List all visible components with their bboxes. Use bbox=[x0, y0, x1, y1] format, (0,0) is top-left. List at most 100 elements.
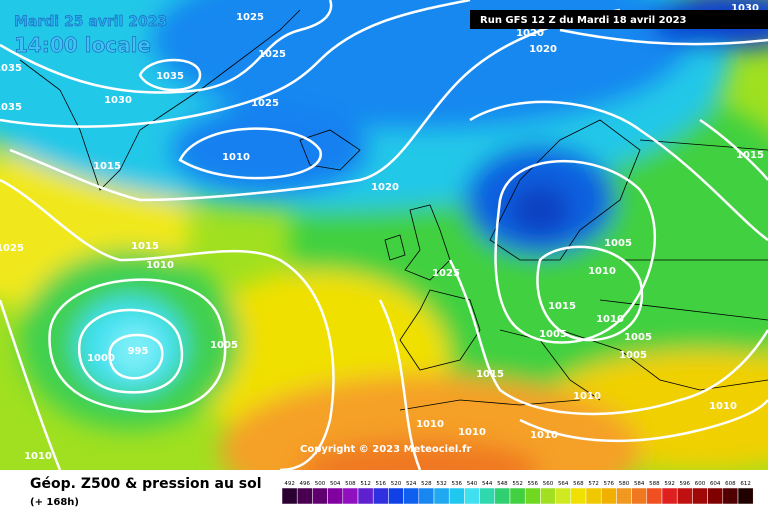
isobar-label: 1020 bbox=[529, 44, 557, 55]
scale-label: 592 bbox=[664, 481, 675, 487]
scale-swatch bbox=[631, 487, 648, 505]
scale-label: 584 bbox=[634, 481, 645, 487]
isobar-label: 1010 bbox=[24, 451, 52, 462]
isobar-label: 1020 bbox=[516, 28, 544, 39]
scale-label: 500 bbox=[315, 481, 326, 487]
scale-label: 596 bbox=[680, 481, 691, 487]
isobar-label: 1010 bbox=[222, 152, 250, 163]
scale-swatch bbox=[585, 487, 602, 505]
isobar-label: 1010 bbox=[709, 401, 737, 412]
scale-swatch bbox=[646, 487, 663, 505]
isobar-label: 1010 bbox=[588, 266, 616, 277]
scale-swatch bbox=[722, 487, 739, 505]
isobar-label: 995 bbox=[128, 346, 149, 357]
isobar-label: 1005 bbox=[210, 340, 238, 351]
isobar-label: 1015 bbox=[131, 241, 159, 252]
scale-swatch bbox=[661, 487, 678, 505]
scale-label: 568 bbox=[573, 481, 584, 487]
scale-swatch bbox=[555, 487, 572, 505]
scale-swatch bbox=[403, 487, 420, 505]
scale-label: 560 bbox=[543, 481, 554, 487]
scale-swatch bbox=[433, 487, 450, 505]
scale-label: 540 bbox=[467, 481, 478, 487]
scale-swatch bbox=[616, 487, 632, 505]
scale-swatch bbox=[388, 487, 404, 505]
scale-swatch bbox=[692, 487, 708, 505]
scale-swatch bbox=[372, 487, 389, 505]
scale-label: 524 bbox=[406, 481, 417, 487]
isobar-label: 1015 bbox=[736, 150, 764, 161]
isobar-label: 1025 bbox=[258, 49, 286, 60]
isobar-label: 1010 bbox=[596, 314, 624, 325]
scale-label: 608 bbox=[725, 481, 736, 487]
isobar-label: 1015 bbox=[548, 301, 576, 312]
isobar-label: 1005 bbox=[539, 329, 567, 340]
scale-swatch bbox=[494, 487, 511, 505]
scale-swatch bbox=[509, 487, 526, 505]
isobar-label: 1035 bbox=[0, 63, 22, 74]
scale-swatch bbox=[281, 487, 298, 505]
scale-swatch bbox=[737, 487, 754, 505]
scale-swatch bbox=[448, 487, 465, 505]
scale-swatch bbox=[418, 487, 435, 505]
scale-label: 572 bbox=[588, 481, 599, 487]
isobar-label: 1015 bbox=[93, 161, 121, 172]
isobar-label: 1010 bbox=[146, 260, 174, 271]
scale-swatch bbox=[707, 487, 724, 505]
scale-label: 556 bbox=[528, 481, 539, 487]
scale-swatch bbox=[357, 487, 374, 505]
copyright: Copyright © 2023 Meteociel.fr bbox=[300, 444, 471, 455]
isobar-label: 1020 bbox=[371, 182, 399, 193]
scale-label: 492 bbox=[284, 481, 295, 487]
scale-label: 528 bbox=[421, 481, 432, 487]
isobar-label: 1005 bbox=[604, 238, 632, 249]
scale-label: 512 bbox=[360, 481, 371, 487]
scale-swatch bbox=[540, 487, 556, 505]
lead-time: (+ 168h) bbox=[30, 497, 79, 508]
scale-label: 580 bbox=[619, 481, 630, 487]
scale-label: 532 bbox=[436, 481, 447, 487]
scale-label: 544 bbox=[482, 481, 493, 487]
isobar-label: 1010 bbox=[530, 430, 558, 441]
scale-swatch bbox=[600, 487, 617, 505]
isobar-label: 1025 bbox=[0, 243, 24, 254]
scale-swatch bbox=[342, 487, 359, 505]
isobars bbox=[0, 0, 768, 470]
isobar-label: 1005 bbox=[624, 332, 652, 343]
run-box bbox=[470, 10, 768, 29]
isobar-label: 1035 bbox=[0, 102, 22, 113]
forecast-date: Mardi 25 avril 2023 bbox=[14, 14, 167, 30]
isobar-label: 1010 bbox=[416, 419, 444, 430]
scale-label: 496 bbox=[300, 481, 311, 487]
scale-swatch bbox=[327, 487, 344, 505]
scale-label: 516 bbox=[376, 481, 387, 487]
scale-label: 536 bbox=[452, 481, 463, 487]
scale-swatch bbox=[296, 487, 313, 505]
scale-label: 564 bbox=[558, 481, 569, 487]
isobar-label: 1025 bbox=[251, 98, 279, 109]
isobar-label: 1030 bbox=[104, 95, 132, 106]
scale-label: 588 bbox=[649, 481, 660, 487]
scale-swatch bbox=[312, 487, 328, 505]
scale-swatch bbox=[479, 487, 496, 505]
scale-label: 504 bbox=[330, 481, 341, 487]
run-info: Run GFS 12 Z du Mardi 18 avril 2023 bbox=[480, 15, 687, 26]
isobar-label: 1010 bbox=[458, 427, 486, 438]
isobar-label: 1010 bbox=[573, 391, 601, 402]
scale-swatch bbox=[524, 487, 541, 505]
scale-label: 552 bbox=[512, 481, 523, 487]
scale-label: 600 bbox=[695, 481, 706, 487]
isobar-label: 1025 bbox=[236, 12, 264, 23]
scale-swatch bbox=[570, 487, 587, 505]
scale-swatch bbox=[676, 487, 693, 505]
isobar-label: 1030 bbox=[731, 3, 759, 14]
scale-swatch bbox=[464, 487, 480, 505]
scale-label: 548 bbox=[497, 481, 508, 487]
scale-label: 520 bbox=[391, 481, 402, 487]
scale-label: 612 bbox=[740, 481, 751, 487]
isobar-label: 1035 bbox=[156, 71, 184, 82]
isobar-label: 1015 bbox=[476, 369, 504, 380]
isobar-label: 1005 bbox=[619, 350, 647, 361]
